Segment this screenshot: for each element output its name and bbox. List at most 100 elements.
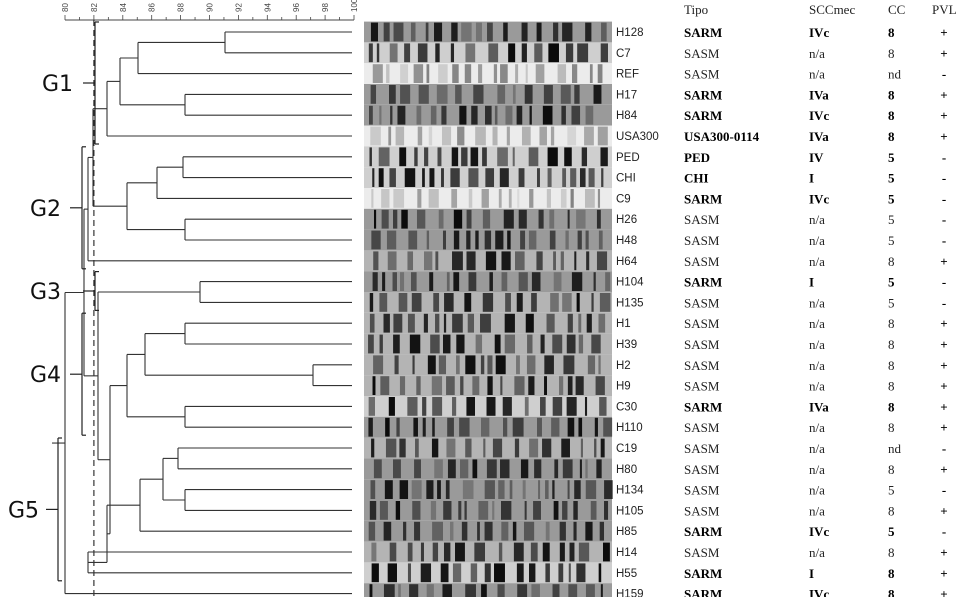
- table-header: Tipo: [684, 2, 708, 17]
- gel-band: [502, 397, 512, 416]
- gel-band: [512, 521, 517, 541]
- gel-band: [397, 105, 406, 125]
- gel-band: [552, 397, 563, 416]
- cell-tipo: SASM: [684, 212, 720, 227]
- gel-band: [369, 501, 377, 520]
- gel-band: [443, 501, 452, 520]
- gel-band: [585, 480, 597, 499]
- gel-band: [444, 293, 454, 312]
- gel-band: [373, 355, 384, 375]
- cell-sccmec: n/a: [809, 379, 825, 394]
- gel-band: [500, 459, 510, 479]
- gel-band: [369, 313, 375, 333]
- gel-band: [368, 397, 375, 416]
- gel-band: [574, 85, 580, 104]
- gel-band: [473, 85, 484, 104]
- gel-band: [486, 397, 496, 416]
- gel-band: [531, 272, 541, 291]
- gel-band: [426, 480, 434, 499]
- gel-band: [482, 293, 494, 312]
- cell-pvl: -: [942, 171, 946, 186]
- gel-band: [566, 397, 577, 416]
- gel-band: [468, 272, 477, 291]
- gel-band: [424, 251, 433, 271]
- gel-band: [459, 105, 467, 125]
- cell-sccmec: IVa: [809, 87, 829, 102]
- gel-band: [388, 126, 392, 146]
- cell-pvl: +: [940, 399, 947, 414]
- gel-band: [472, 459, 478, 479]
- gel-band: [492, 126, 498, 146]
- gel-band: [563, 355, 575, 375]
- gel-band: [407, 313, 415, 333]
- gel-band: [495, 355, 506, 375]
- strain-label: H134: [616, 485, 644, 497]
- gel-band: [414, 521, 421, 541]
- gel-band: [505, 105, 513, 125]
- gel-band: [561, 105, 566, 125]
- gel-band: [371, 542, 377, 562]
- cell-pvl: +: [940, 566, 947, 581]
- gel-band: [370, 480, 376, 499]
- gel-band: [468, 189, 473, 208]
- gel-band: [564, 147, 572, 167]
- cell-sccmec: IVa: [809, 129, 829, 144]
- gel-band: [418, 85, 429, 104]
- gel-band: [461, 147, 468, 167]
- cell-tipo: USA300-0114: [684, 129, 760, 144]
- gel-band: [442, 584, 452, 597]
- gel-band: [385, 438, 397, 458]
- gel-band: [466, 230, 471, 250]
- gel-band: [434, 22, 443, 42]
- gel-band: [393, 189, 405, 208]
- gel-band: [400, 64, 409, 83]
- cell-sccmec: n/a: [809, 503, 825, 518]
- cell-sccmec: n/a: [809, 316, 825, 331]
- cell-pvl: +: [940, 254, 947, 269]
- dendrogram-tree: [52, 31, 352, 595]
- cell-tipo: SASM: [684, 483, 720, 498]
- gel-band: [562, 501, 568, 520]
- gel-band: [467, 313, 475, 333]
- gel-band: [501, 521, 509, 541]
- gel-band: [387, 251, 397, 271]
- gel-band: [586, 313, 592, 333]
- gel-band: [420, 542, 424, 562]
- gel-band: [567, 376, 573, 395]
- gel-band: [390, 105, 393, 125]
- gel-band: [384, 480, 393, 499]
- gel-band: [561, 438, 570, 458]
- gel-band: [441, 168, 444, 187]
- gel-band: [527, 334, 533, 354]
- gel-band: [396, 417, 400, 437]
- gel-band: [383, 584, 395, 597]
- gel-band: [427, 355, 436, 375]
- gel-band: [507, 230, 511, 250]
- gel-band: [370, 126, 381, 146]
- gel-band: [447, 459, 456, 479]
- cell-cc: 8: [888, 587, 895, 597]
- gel-band: [601, 22, 607, 42]
- gel-band: [413, 64, 424, 83]
- gel-band: [550, 126, 555, 146]
- gel-band: [545, 521, 550, 541]
- gel-band: [512, 417, 524, 437]
- cell-pvl: -: [942, 191, 946, 206]
- strain-label: C9: [616, 193, 631, 205]
- gel-band: [408, 230, 418, 250]
- gel-band: [525, 64, 528, 83]
- gel-band: [484, 521, 493, 541]
- strain-label: H64: [616, 256, 638, 268]
- gel-band: [455, 542, 465, 562]
- gel-band: [465, 584, 476, 597]
- cell-cc: 5: [888, 212, 895, 227]
- gel-band: [432, 542, 439, 562]
- cell-cc: 8: [888, 358, 895, 373]
- cell-pvl: +: [940, 129, 947, 144]
- gel-band: [494, 563, 505, 583]
- gel-band: [557, 64, 567, 83]
- cell-tipo: SASM: [684, 358, 720, 373]
- gel-band: [370, 85, 377, 104]
- gel-band: [512, 85, 516, 104]
- gel-band: [416, 105, 422, 125]
